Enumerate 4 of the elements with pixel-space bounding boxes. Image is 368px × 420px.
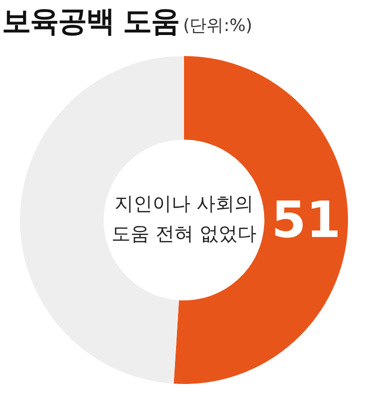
- chart-title: 보육공백 도움: [2, 4, 180, 38]
- chart-subtitle: (단위:%): [183, 16, 252, 36]
- data-label: 51: [271, 190, 341, 249]
- slice-label: 지인이나 사회의 도움 전혀 없었다: [111, 192, 257, 245]
